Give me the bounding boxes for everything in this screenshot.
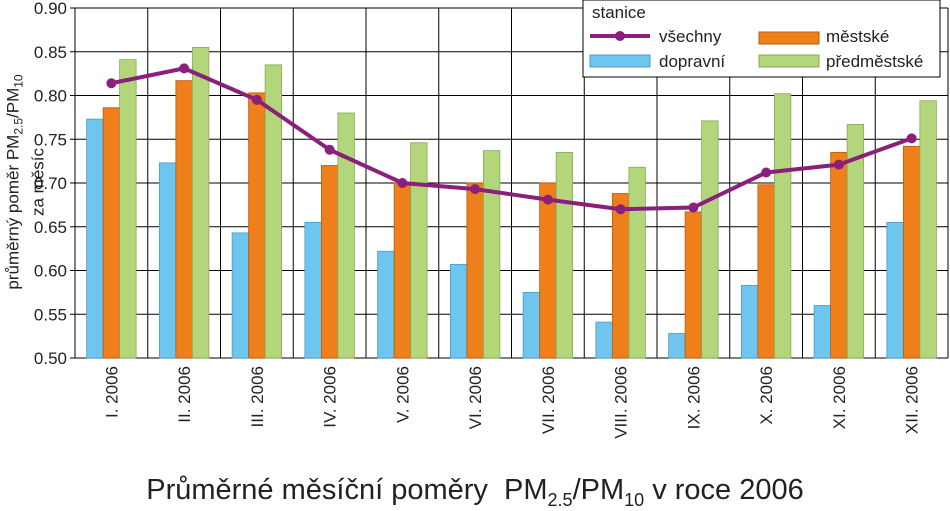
legend-swatch-mestske bbox=[758, 31, 820, 45]
bar-dopravní-6 bbox=[449, 263, 468, 359]
bar-předměstské-7 bbox=[555, 151, 574, 359]
bar-dopravní-11 bbox=[813, 305, 832, 359]
y-axis-ticks: 0.50 0.55 0.60 0.65 0.70 0.75 0.80 0.85 0.90 bbox=[34, 0, 67, 368]
bar-dopravní-3 bbox=[231, 232, 250, 359]
y-tick-label: 0.55 bbox=[34, 305, 67, 324]
x-tick-label: IV. 2006 bbox=[321, 366, 340, 428]
point-všechny-1 bbox=[106, 78, 117, 89]
legend-swatch-dopravni bbox=[589, 54, 651, 68]
x-tick-label: X. 2006 bbox=[757, 366, 776, 425]
x-tick-label: V. 2006 bbox=[393, 366, 412, 423]
bar-předměstské-10 bbox=[773, 93, 792, 359]
legend-label-vsechny: všechny bbox=[659, 27, 722, 46]
y-axis-label-line1: průměrný poměr PM2.5/PM10 bbox=[3, 74, 26, 290]
bar-dopravní-9 bbox=[668, 333, 686, 359]
bar-dopravní-2 bbox=[158, 162, 177, 359]
bar-předměstské-8 bbox=[628, 166, 646, 359]
bar-předměstské-4 bbox=[337, 112, 355, 359]
bar-předměstské-11 bbox=[846, 123, 865, 359]
line-layer bbox=[106, 63, 917, 215]
point-všechny-8 bbox=[615, 204, 626, 215]
bar-městské-9 bbox=[684, 211, 703, 359]
chart-title: Průměrné měsíční poměry PM2.5/PM10 v roc… bbox=[146, 474, 804, 510]
legend-label-mestske: městské bbox=[826, 27, 889, 46]
point-všechny-5 bbox=[397, 178, 408, 188]
x-tick-label: I. 2006 bbox=[102, 366, 121, 418]
y-tick-label: 0.50 bbox=[34, 349, 67, 368]
point-všechny-2 bbox=[179, 63, 190, 74]
legend-line-marker bbox=[615, 31, 625, 41]
bar-předměstské-6 bbox=[482, 150, 501, 359]
bar-předměstské-2 bbox=[191, 46, 210, 359]
point-všechny-9 bbox=[688, 202, 699, 213]
bar-předměstské-5 bbox=[410, 142, 428, 359]
y-tick-label: 0.80 bbox=[34, 87, 67, 106]
bar-předměstské-3 bbox=[264, 64, 283, 359]
bar-dopravní-1 bbox=[86, 118, 104, 359]
bar-městské-1 bbox=[102, 107, 121, 359]
y-tick-label: 0.65 bbox=[34, 218, 67, 237]
bar-městské-11 bbox=[830, 151, 848, 359]
bar-městské-10 bbox=[757, 184, 775, 359]
legend-label-dopravni: dopravní bbox=[659, 52, 725, 71]
point-všechny-6 bbox=[470, 184, 481, 195]
point-všechny-4 bbox=[324, 144, 335, 155]
bar-městské-8 bbox=[611, 193, 630, 359]
bar-layer bbox=[86, 46, 937, 359]
legend-swatch-predmestske bbox=[758, 54, 820, 68]
legend-title: stanice bbox=[592, 3, 646, 22]
bar-dopravní-12 bbox=[886, 221, 904, 359]
y-axis-label-line2: za měsíc bbox=[28, 147, 48, 217]
bar-předměstské-9 bbox=[701, 120, 719, 359]
point-všechny-12 bbox=[906, 133, 917, 144]
bar-městské-3 bbox=[248, 92, 266, 359]
bar-dopravní-4 bbox=[304, 221, 322, 359]
point-všechny-10 bbox=[761, 167, 772, 178]
y-tick-label: 0.85 bbox=[34, 43, 67, 62]
x-tick-label: III. 2006 bbox=[248, 366, 267, 427]
y-tick-label: 0.60 bbox=[34, 262, 67, 281]
bar-dopravní-7 bbox=[522, 291, 541, 359]
grid-layer bbox=[70, 7, 949, 359]
y-tick-label: 0.90 bbox=[34, 0, 67, 18]
x-axis-ticks: I. 2006 II. 2006 III. 2006 IV. 2006 V. 2006 V… bbox=[102, 366, 921, 439]
y-tick-label: 0.70 bbox=[34, 174, 67, 193]
x-tick-label: VIII. 2006 bbox=[612, 366, 631, 439]
bar-městské-2 bbox=[175, 80, 193, 359]
x-tick-label: VI. 2006 bbox=[466, 366, 485, 429]
x-tick-label: XI. 2006 bbox=[830, 366, 849, 429]
legend: stanice všechny dopravní městské předměs… bbox=[582, 0, 941, 78]
bar-městské-5 bbox=[393, 182, 412, 359]
bar-městské-4 bbox=[320, 165, 339, 359]
bar-městské-7 bbox=[539, 182, 557, 359]
bar-městské-6 bbox=[466, 182, 484, 359]
point-všechny-3 bbox=[251, 94, 262, 105]
bar-dopravní-5 bbox=[377, 250, 395, 359]
bar-dopravní-10 bbox=[740, 284, 759, 359]
point-všechny-11 bbox=[833, 159, 844, 170]
point-všechny-7 bbox=[542, 194, 553, 205]
bar-předměstské-1 bbox=[119, 59, 137, 359]
x-tick-label: IX. 2006 bbox=[684, 366, 703, 429]
bar-předměstské-12 bbox=[919, 100, 937, 359]
legend-label-predmestske: předměstské bbox=[826, 52, 923, 71]
bar-dopravní-8 bbox=[595, 321, 613, 359]
x-tick-label: II. 2006 bbox=[175, 366, 194, 423]
x-tick-label: VII. 2006 bbox=[539, 366, 558, 434]
y-tick-label: 0.75 bbox=[34, 130, 67, 149]
x-tick-label: XII. 2006 bbox=[903, 366, 922, 434]
line-všechny bbox=[110, 66, 913, 212]
bar-městské-12 bbox=[902, 145, 921, 359]
